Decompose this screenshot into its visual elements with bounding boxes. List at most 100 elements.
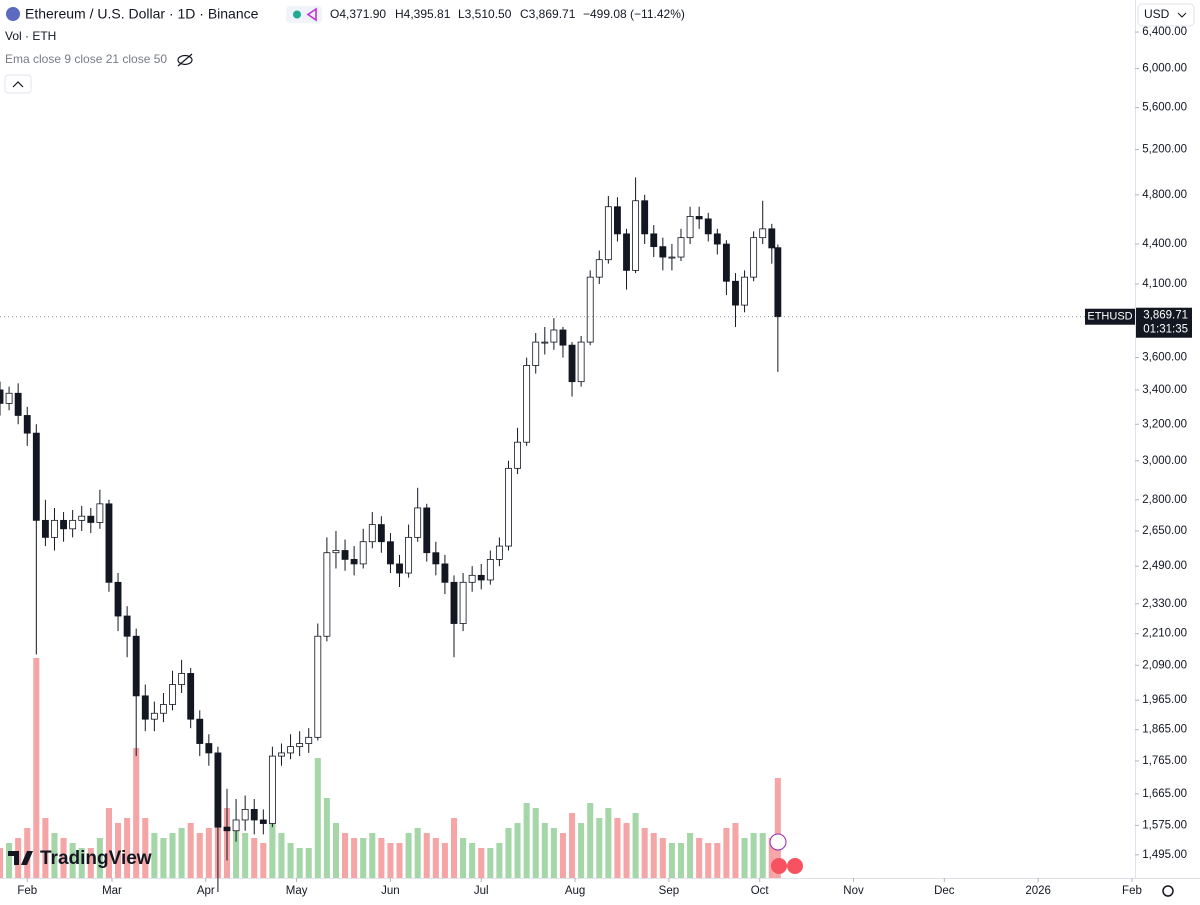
y-tick-label: 1,495.00 [1142, 849, 1187, 861]
indicator-label[interactable]: Ema close 9 close 21 close 50 [5, 52, 167, 66]
chart-title[interactable]: Ethereum / U.S. Dollar · 1D · Binance [25, 6, 259, 22]
candle-body [196, 718, 204, 744]
x-tick-label: Jun [381, 885, 400, 897]
volume-bar [87, 848, 94, 878]
volume-bar [432, 838, 439, 878]
x-tick-label: Apr [197, 885, 215, 897]
candle-body [14, 392, 22, 416]
y-tick-label: 5,600.00 [1142, 102, 1187, 114]
candle-body [659, 246, 667, 258]
y-tick-label: 3,400.00 [1142, 384, 1187, 396]
volume-bar [160, 838, 167, 878]
volume-bar [378, 838, 385, 878]
candle-body [541, 341, 549, 344]
axis-layer: 1,495.00 1,575.00 1,665.00 1,765.00 1,865.00… [0, 26, 1192, 897]
candle-body [468, 574, 476, 583]
event-icon[interactable] [769, 833, 787, 851]
y-tick-label: 6,000.00 [1142, 63, 1187, 75]
candle-body [577, 341, 585, 383]
candle-body [241, 808, 249, 821]
candle-body [359, 541, 367, 565]
volume-bar [614, 818, 621, 878]
volume-bar [478, 848, 485, 878]
candle-body [69, 519, 77, 530]
x-tick-label: Mar [102, 885, 122, 897]
dropdown-arrow [1177, 12, 1187, 18]
volume-bar [278, 833, 285, 878]
volume-bar [251, 838, 258, 878]
candle-body [387, 541, 394, 565]
volume-bar [42, 818, 49, 878]
volume-bar [750, 833, 757, 878]
candle-body [759, 228, 767, 239]
settings-icon[interactable] [1162, 885, 1174, 897]
candle-body [623, 233, 630, 271]
event-flag[interactable] [771, 858, 787, 874]
candle-body [60, 519, 67, 530]
candle-body [559, 329, 567, 346]
candle-body [586, 276, 594, 343]
candle-body [695, 216, 703, 220]
candle-body [41, 519, 49, 538]
candle-body [514, 441, 521, 469]
volume-bar [305, 848, 312, 878]
candle-body [532, 341, 540, 366]
candle-body [114, 581, 122, 617]
volume-bar [233, 828, 240, 878]
volume-bar [768, 838, 775, 878]
volume-bar [314, 758, 321, 878]
x-tick-label: Nov [843, 885, 864, 897]
volume-bar [405, 833, 412, 878]
x-tick-label: Feb [17, 885, 37, 897]
candle-body [732, 280, 739, 306]
candle-body [641, 200, 649, 235]
y-tick-label: 3,200.00 [1142, 418, 1187, 430]
candle-body [278, 752, 285, 757]
volume-bar [423, 833, 430, 878]
change: −499.08 (−11.42%) [583, 7, 685, 21]
tradingview-logo[interactable]: TradingView [8, 848, 152, 869]
event-flag[interactable] [787, 858, 803, 874]
collapse-arrow [12, 81, 24, 88]
market-open-dot [293, 10, 301, 19]
y-tick-label: 2,490.00 [1142, 560, 1187, 572]
volume-bar [0, 848, 4, 878]
eye-slash [177, 53, 193, 67]
volume-bar [296, 848, 303, 878]
ohlc-close: C3,869.71 [520, 7, 576, 21]
candle-body [314, 635, 322, 738]
candle-body [505, 467, 512, 547]
candle-body [686, 216, 694, 239]
candle-body [632, 200, 640, 271]
volume-bar [523, 803, 530, 878]
candle-body [105, 503, 113, 583]
symbol-icon [6, 7, 20, 21]
volume-bar [178, 828, 185, 878]
volume-bar [514, 823, 521, 878]
y-tick-label: 3,600.00 [1142, 352, 1187, 364]
candle-body [595, 259, 603, 278]
volume-bar [269, 818, 276, 878]
volume-bar [60, 838, 67, 878]
y-tick-label: 5,200.00 [1142, 144, 1187, 156]
volume-bar [450, 818, 458, 878]
countdown: 01:31:35 [1143, 324, 1188, 336]
y-tick-label: 3,000.00 [1142, 455, 1187, 467]
candle-body [650, 233, 658, 248]
volume-bar [732, 823, 739, 878]
currency[interactable]: USD [1144, 7, 1170, 21]
hide-icon[interactable] [177, 53, 193, 67]
candle-body [87, 515, 95, 523]
collapse-button[interactable] [4, 74, 32, 94]
candle-body [768, 228, 776, 249]
volume-bar [33, 658, 40, 878]
volume-bar [133, 748, 140, 878]
y-tick-label: 6,400.00 [1142, 26, 1187, 38]
candle-body [250, 808, 258, 821]
y-tick-label: 2,210.00 [1142, 628, 1187, 640]
volume-label[interactable]: Vol · ETH [5, 29, 56, 43]
candle-body [5, 392, 13, 404]
volume-bar [687, 833, 694, 878]
currency-button[interactable] [1137, 3, 1195, 27]
